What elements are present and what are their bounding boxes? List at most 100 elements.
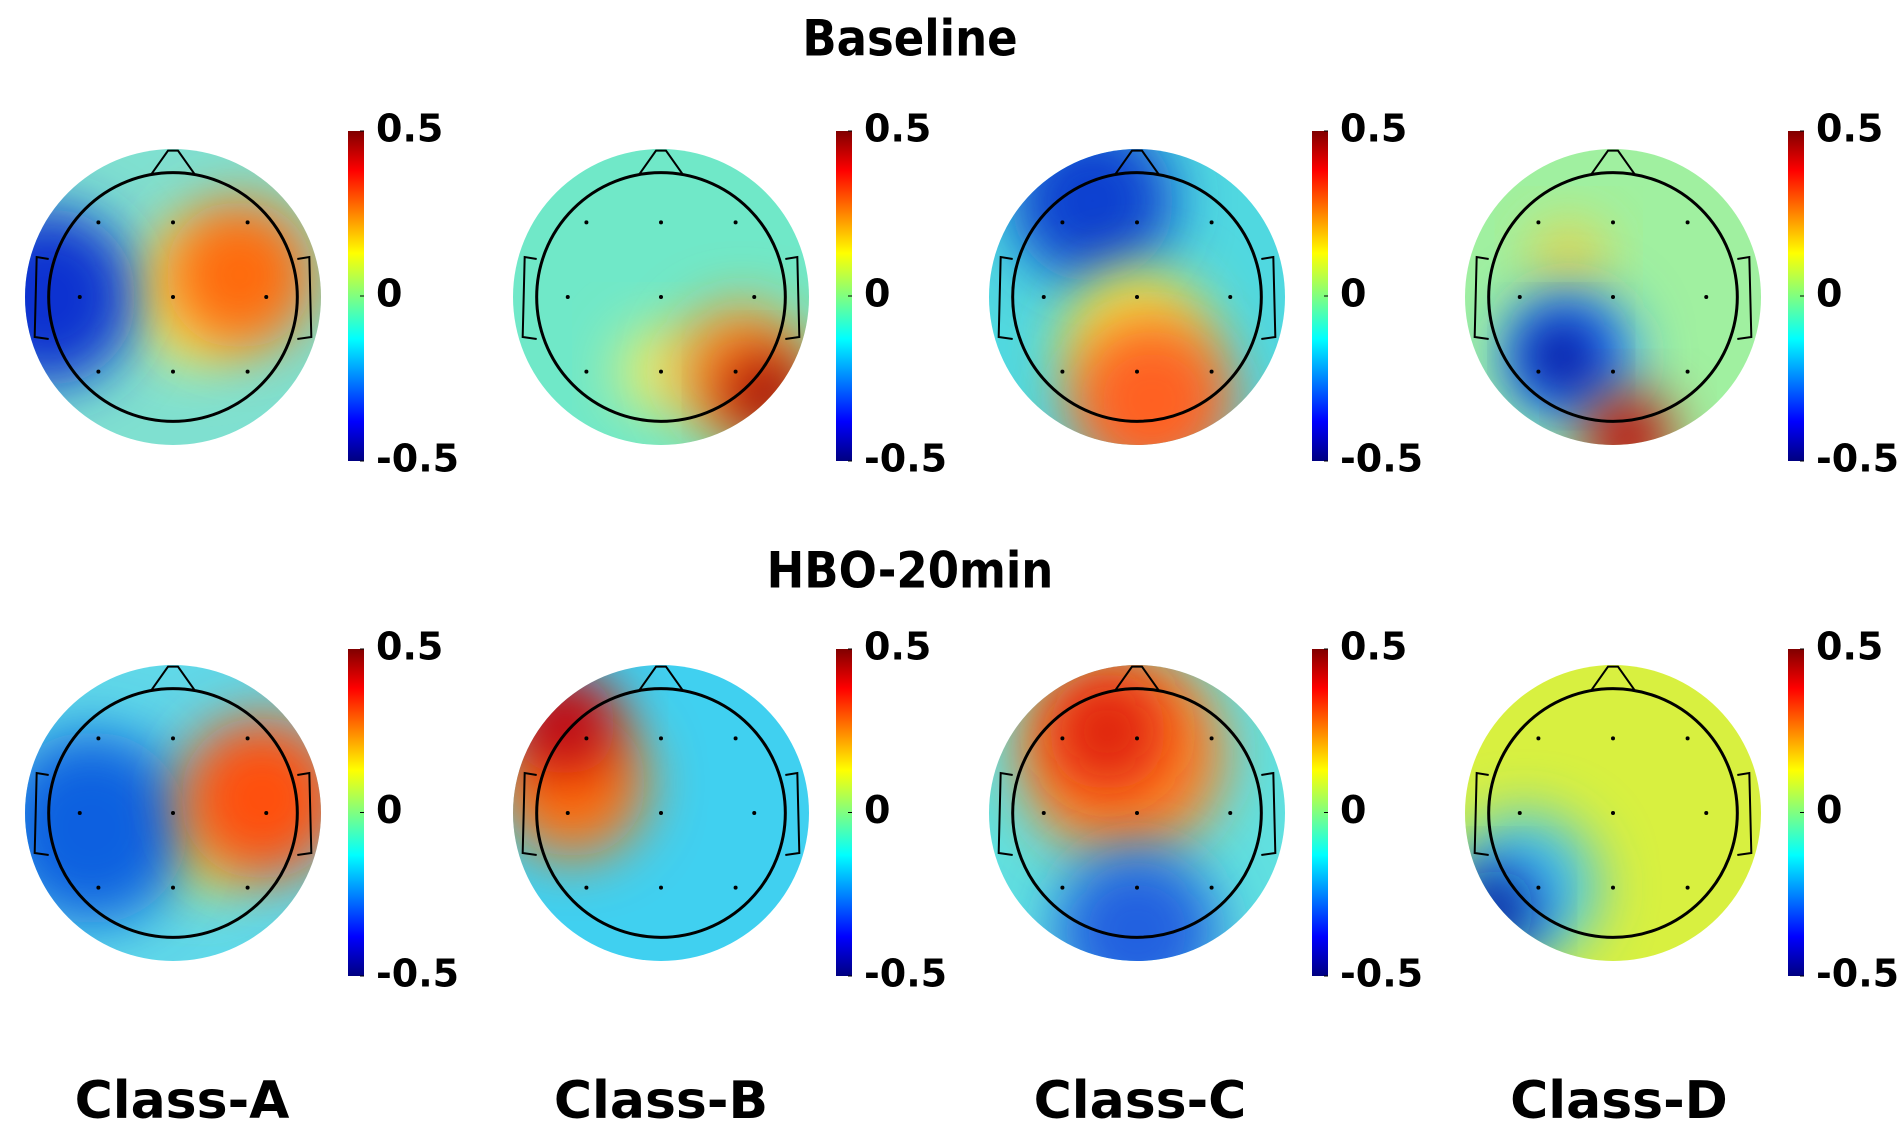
- electrode: [733, 220, 738, 225]
- map-blob: [180, 716, 321, 880]
- electrode: [659, 220, 663, 225]
- electrode: [1060, 220, 1065, 225]
- electrode: [752, 295, 757, 299]
- electrode: [1536, 220, 1541, 225]
- class-label: Class-D: [1510, 1071, 1728, 1131]
- electrode: [1209, 369, 1214, 374]
- map-blob: [1055, 850, 1219, 961]
- electrode: [752, 811, 757, 815]
- electrode: [733, 369, 738, 374]
- ear: [521, 771, 537, 856]
- ear: [1261, 771, 1277, 856]
- map-blob: [25, 731, 188, 924]
- electrode: [1517, 295, 1522, 299]
- nose: [1114, 149, 1160, 176]
- ear: [1473, 771, 1489, 856]
- electrode: [1517, 811, 1522, 815]
- head-outline: [47, 171, 299, 423]
- map-blob: [1070, 319, 1234, 445]
- electrode: [1536, 369, 1541, 374]
- colorbar-tick-label: 0.5: [376, 107, 443, 151]
- electrode: [77, 811, 82, 815]
- electrode: [1611, 295, 1615, 299]
- topomap: [989, 665, 1285, 961]
- colorbar-tick-label: 0.5: [376, 625, 443, 669]
- colorbar-tick-label: 0: [1340, 788, 1366, 832]
- electrode: [1209, 736, 1214, 741]
- electrode: [565, 295, 570, 299]
- electrode: [1135, 295, 1139, 299]
- electrode: [96, 736, 101, 741]
- ear: [785, 255, 801, 340]
- colorbar: [1788, 649, 1804, 976]
- map-blob: [1583, 393, 1673, 445]
- electrode: [1536, 736, 1541, 741]
- ear: [1473, 255, 1489, 340]
- electrode: [659, 736, 663, 741]
- class-label: Class-C: [1034, 1071, 1247, 1131]
- colorbar-tick-label: -0.5: [864, 952, 947, 996]
- electrode: [171, 736, 175, 741]
- colorbar-tick-label: -0.5: [1340, 437, 1423, 481]
- electrode: [1685, 369, 1690, 374]
- colorbar-tick-label: -0.5: [1816, 952, 1899, 996]
- colorbar: [1788, 131, 1804, 461]
- head-outline: [1011, 687, 1263, 939]
- colorbar-tick-label: 0.5: [864, 625, 931, 669]
- electrode: [264, 295, 269, 299]
- electrode: [1135, 369, 1139, 374]
- electrode: [1704, 295, 1709, 299]
- colorbar-tick-label: 0: [864, 272, 890, 316]
- colorbar: [836, 131, 852, 461]
- electrode: [584, 369, 589, 374]
- electrode: [1060, 369, 1065, 374]
- class-label: Class-B: [554, 1071, 768, 1131]
- ear: [1737, 255, 1753, 340]
- colorbar-tick-label: 0: [1816, 272, 1842, 316]
- electrode: [171, 369, 175, 374]
- electrode: [659, 369, 663, 374]
- electrode: [659, 885, 663, 890]
- electrode: [584, 736, 589, 741]
- colorbar: [836, 649, 852, 976]
- electrode: [1041, 295, 1046, 299]
- electrode: [264, 811, 269, 815]
- head-outline: [535, 171, 787, 423]
- colorbar-tick-label: -0.5: [376, 437, 459, 481]
- electrode: [171, 220, 175, 225]
- head-outline: [47, 687, 299, 939]
- ear: [1737, 771, 1753, 856]
- colorbar-tick-label: 0: [376, 272, 402, 316]
- electrode: [171, 811, 175, 815]
- nose: [638, 149, 684, 176]
- ear: [297, 771, 313, 856]
- electrode: [171, 885, 175, 890]
- colorbar-tick-label: 0: [376, 788, 402, 832]
- electrode: [1611, 369, 1615, 374]
- ear: [297, 255, 313, 340]
- electrode: [77, 295, 82, 299]
- colorbar-tick-label: 0: [1816, 788, 1842, 832]
- colorbar-tick-label: 0.5: [1816, 625, 1883, 669]
- ear: [997, 771, 1013, 856]
- electrode: [171, 295, 175, 299]
- colorbar-tick-label: -0.5: [1816, 437, 1899, 481]
- electrode: [1209, 885, 1214, 890]
- nose: [1590, 665, 1636, 692]
- electrode: [1611, 885, 1615, 890]
- electrode: [1041, 811, 1046, 815]
- electrode: [245, 736, 250, 741]
- electrode: [659, 295, 663, 299]
- electrode: [565, 811, 570, 815]
- row-title: HBO-20min: [767, 542, 1054, 600]
- topomap: [1465, 665, 1761, 961]
- head-outline: [1487, 687, 1739, 939]
- electrode: [659, 811, 663, 815]
- electrode: [96, 220, 101, 225]
- ear: [785, 771, 801, 856]
- electrode: [584, 885, 589, 890]
- colorbar-tick-label: -0.5: [1340, 952, 1423, 996]
- ear: [1261, 255, 1277, 340]
- electrode: [1209, 220, 1214, 225]
